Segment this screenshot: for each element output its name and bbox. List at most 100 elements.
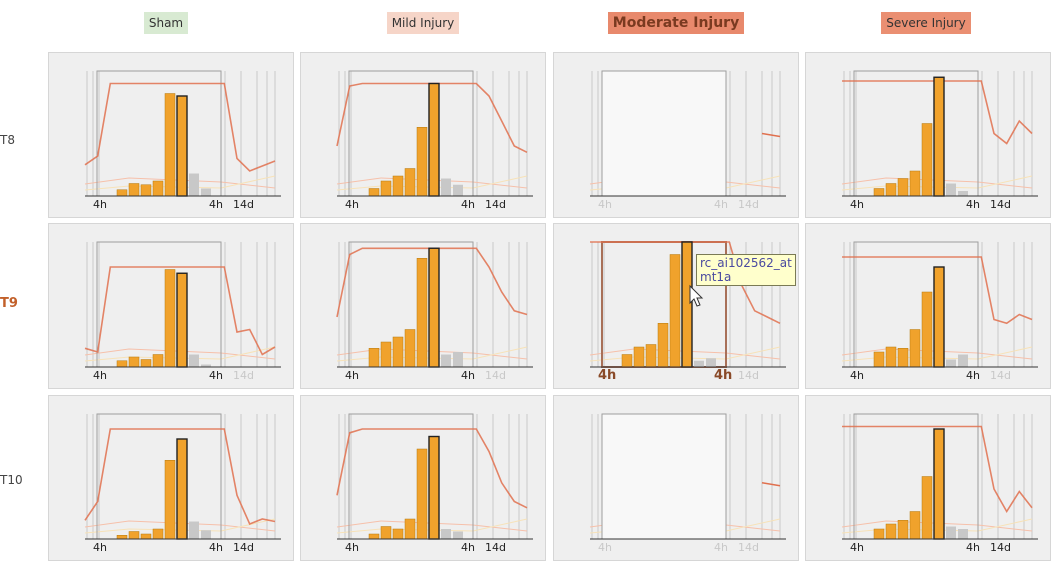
bar-5 [428,82,440,197]
bar-0 [873,188,885,197]
bar-6 [441,178,451,196]
column-header-1[interactable]: Mild Injury [386,12,460,34]
bar-0 [873,528,885,540]
x-tick-end: 14d [738,541,759,554]
chart-svg: 4h 4h 14d [589,413,786,554]
x-tick-end: 14d [990,541,1011,554]
chart-cell-T8-1[interactable]: 4h 4h 14d [300,52,546,218]
bar-2 [645,344,657,368]
chart-cell-T10-0[interactable]: 4h 4h 14d [48,395,294,561]
tooltip-line-2: mt1a [700,270,732,284]
bar-6 [694,360,704,367]
bar-0 [873,351,885,368]
chart-svg: 4h 4h 14d [336,241,533,382]
bar-3 [404,329,416,368]
bar-4 [416,258,428,368]
bar-3 [152,528,164,540]
expression-line-fragment [761,132,781,138]
bar-5 [176,438,188,540]
chart-svg: 4h 4h 14d [336,413,533,554]
bar-0 [368,188,380,197]
x-tick-mid: 4h [714,198,728,211]
bar-2 [897,520,909,540]
bar-1 [128,356,140,368]
x-tick-end: 14d [738,369,759,382]
bar-2 [897,348,909,368]
x-tick-mid: 4h [966,541,980,554]
x-tick-end: 14d [990,369,1011,382]
x-tick-mid: 4h [461,541,475,554]
x-tick-end: 14d [233,369,254,382]
bar-3 [404,518,416,540]
x-tick-mid: 4h [461,198,475,211]
bar-2 [140,184,152,197]
bar-4 [921,123,933,197]
chart-cell-T9-3[interactable]: 4h 4h 14d [805,223,1051,389]
x-tick-mid: 4h [461,369,475,382]
x-tick-mid: 4h [966,369,980,382]
x-tick-mid: 4h [209,369,223,382]
x-tick-start: 4h [850,198,864,211]
bar-4 [921,291,933,368]
x-tick-mid: 4h [714,541,728,554]
chart-cell-T9-2[interactable]: 4h 4h 14d [553,223,799,389]
expression-line-fragment [761,481,781,487]
bar-5 [428,247,440,368]
column-header-2[interactable]: Moderate Injury [607,12,745,34]
chart-frame [96,413,222,540]
bar-6 [441,529,451,539]
bar-4 [921,476,933,540]
x-tick-end: 14d [485,369,506,382]
expression-line [842,425,1033,514]
bar-1 [128,531,140,540]
x-tick-end: 14d [738,198,759,211]
x-tick-start: 4h [345,541,359,554]
bar-7 [201,530,211,539]
x-tick-start: 4h [93,369,107,382]
chart-cell-T9-0[interactable]: 4h 4h 14d [48,223,294,389]
chart-cell-T10-1[interactable]: 4h 4h 14d [300,395,546,561]
chart-cell-T8-3[interactable]: 4h 4h 14d [805,52,1051,218]
chart-svg: 4h 4h 14d [841,70,1038,211]
chart-frame [96,70,222,197]
x-tick-end: 14d [485,541,506,554]
x-tick-mid: 4h [209,198,223,211]
chart-cell-T8-2[interactable]: 4h 4h 14d [553,52,799,218]
chart-svg: 4h 4h 14d [841,413,1038,554]
bar-1 [885,346,897,368]
bar-3 [152,180,164,197]
x-tick-mid: 4h [714,368,732,383]
bar-0 [621,354,633,368]
bar-6 [946,359,956,367]
bar-5 [176,272,188,368]
bar-3 [909,329,921,368]
chart-cell-T10-3[interactable]: 4h 4h 14d [805,395,1051,561]
bar-7 [958,529,968,539]
column-header-0[interactable]: Sham [143,12,189,34]
expression-line [842,256,1033,325]
x-tick-start: 4h [345,369,359,382]
x-tick-end: 14d [233,541,254,554]
chart-cell-T10-2[interactable]: 4h 4h 14d [553,395,799,561]
bar-2 [140,359,152,368]
expression-line [84,266,276,356]
row-label-0[interactable]: T8 [0,133,15,147]
bar-3 [657,323,669,368]
chart-cell-T9-1[interactable]: 4h 4h 14d [300,223,546,389]
bar-2 [392,528,404,540]
row-label-1[interactable]: T9 [0,296,18,311]
probe-tooltip: rc_ai102562_at mt1a [696,254,796,286]
row-label-2[interactable]: T10 [0,473,23,487]
chart-svg: 4h 4h 14d [589,241,786,383]
x-tick-end: 14d [233,198,254,211]
bar-5 [176,95,188,197]
bar-3 [152,354,164,368]
chart-cell-T8-0[interactable]: 4h 4h 14d [48,52,294,218]
column-header-3[interactable]: Severe Injury [881,12,971,34]
bar-5 [933,76,945,197]
bar-6 [946,183,956,196]
bar-2 [392,336,404,368]
bar-7 [201,188,211,196]
bar-1 [380,180,392,197]
bar-4 [416,127,428,197]
